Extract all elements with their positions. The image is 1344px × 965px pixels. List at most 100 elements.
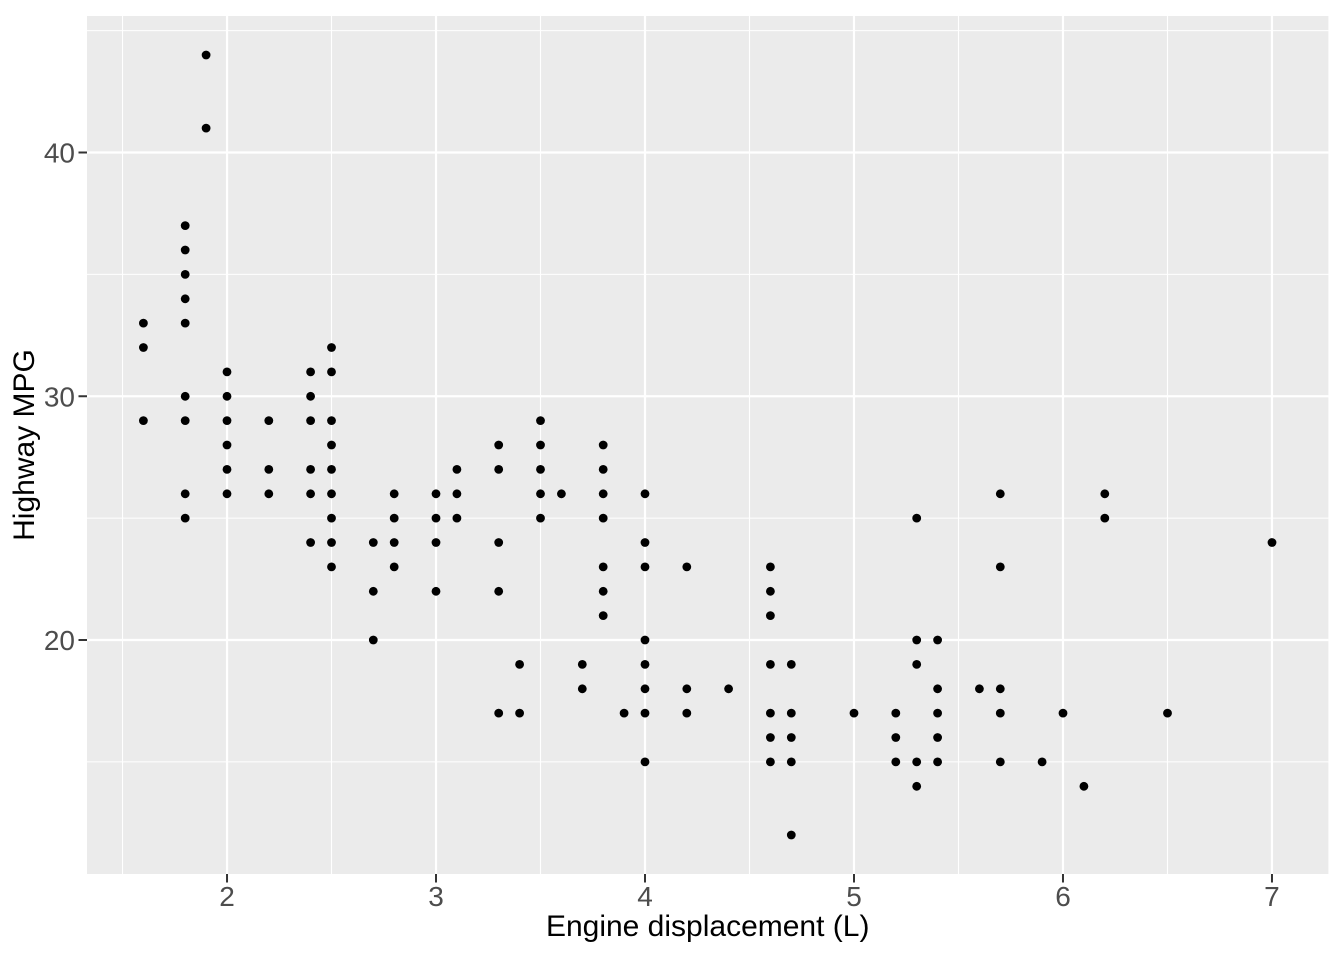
data-point: [222, 391, 232, 401]
data-point: [222, 440, 232, 450]
data-point: [431, 513, 441, 523]
data-point: [598, 513, 608, 523]
data-point: [640, 562, 650, 572]
data-point: [995, 562, 1005, 572]
data-point: [786, 708, 796, 718]
x-tick-label: 4: [637, 881, 653, 912]
data-point: [933, 635, 942, 645]
data-point: [1079, 781, 1089, 791]
data-point: [933, 684, 942, 694]
x-tick-label: 7: [1264, 881, 1280, 912]
data-point: [368, 538, 378, 547]
data-point: [598, 465, 608, 474]
data-point: [327, 367, 336, 377]
data-point: [222, 465, 232, 474]
data-point: [891, 757, 901, 767]
data-point: [180, 489, 190, 499]
data-point: [766, 660, 775, 669]
data-point: [389, 562, 399, 572]
data-point: [452, 465, 462, 474]
data-point: [640, 538, 650, 547]
data-point: [912, 660, 922, 669]
data-point: [222, 367, 232, 377]
data-point: [598, 562, 608, 572]
data-point: [1100, 489, 1110, 499]
data-point: [452, 489, 462, 499]
data-point: [264, 489, 274, 499]
data-point: [264, 465, 274, 474]
data-point: [598, 489, 608, 499]
data-point: [933, 757, 942, 767]
data-point: [201, 123, 211, 133]
data-point: [1100, 513, 1110, 523]
data-point: [389, 489, 399, 499]
data-point: [766, 611, 775, 620]
data-point: [640, 708, 650, 718]
data-point: [766, 586, 775, 596]
x-axis-title: Engine displacement (L): [546, 910, 870, 943]
data-point: [577, 660, 587, 669]
data-point: [598, 586, 608, 596]
data-point: [786, 733, 796, 742]
data-point: [139, 343, 148, 352]
data-point: [180, 245, 190, 255]
y-tick-label: 40: [44, 138, 75, 169]
data-point: [368, 635, 378, 645]
data-point: [264, 416, 274, 425]
data-point: [180, 294, 190, 304]
x-tick-label: 5: [846, 881, 862, 912]
data-point: [306, 489, 315, 499]
data-point: [431, 538, 441, 547]
data-point: [786, 660, 796, 669]
scatter-points: [139, 50, 1277, 840]
data-point: [891, 708, 901, 718]
y-tick-label: 30: [44, 381, 75, 412]
data-point: [222, 489, 232, 499]
data-point: [201, 50, 211, 60]
data-point: [431, 586, 441, 596]
data-point: [1058, 708, 1068, 718]
data-point: [995, 489, 1005, 499]
data-point: [766, 562, 775, 572]
data-point: [1163, 708, 1172, 718]
data-point: [557, 489, 566, 499]
data-point: [598, 440, 608, 450]
data-point: [452, 513, 462, 523]
y-axis-title: Highway MPG: [8, 349, 41, 541]
data-point: [139, 318, 148, 328]
data-point: [327, 465, 336, 474]
data-point: [766, 708, 775, 718]
data-point: [1037, 757, 1047, 767]
data-point: [536, 513, 545, 523]
data-point: [494, 708, 504, 718]
data-point: [912, 635, 922, 645]
data-point: [494, 465, 504, 474]
data-point: [306, 538, 315, 547]
data-point: [368, 586, 378, 596]
data-point: [598, 611, 608, 620]
plot-panel: [87, 16, 1329, 874]
data-point: [515, 660, 524, 669]
data-point: [306, 391, 315, 401]
data-point: [180, 318, 190, 328]
data-point: [912, 781, 922, 791]
data-point: [995, 757, 1005, 767]
data-point: [431, 489, 441, 499]
data-point: [619, 708, 629, 718]
data-point: [1267, 538, 1277, 547]
data-point: [640, 684, 650, 694]
data-point: [494, 440, 504, 450]
data-point: [724, 684, 733, 694]
data-point: [327, 440, 336, 450]
data-point: [327, 489, 336, 499]
data-point: [327, 513, 336, 523]
data-point: [180, 221, 190, 231]
data-point: [180, 513, 190, 523]
data-point: [494, 586, 504, 596]
data-point: [180, 270, 190, 279]
data-point: [536, 440, 545, 450]
data-point: [536, 489, 545, 499]
data-point: [995, 708, 1005, 718]
data-point: [640, 757, 650, 767]
